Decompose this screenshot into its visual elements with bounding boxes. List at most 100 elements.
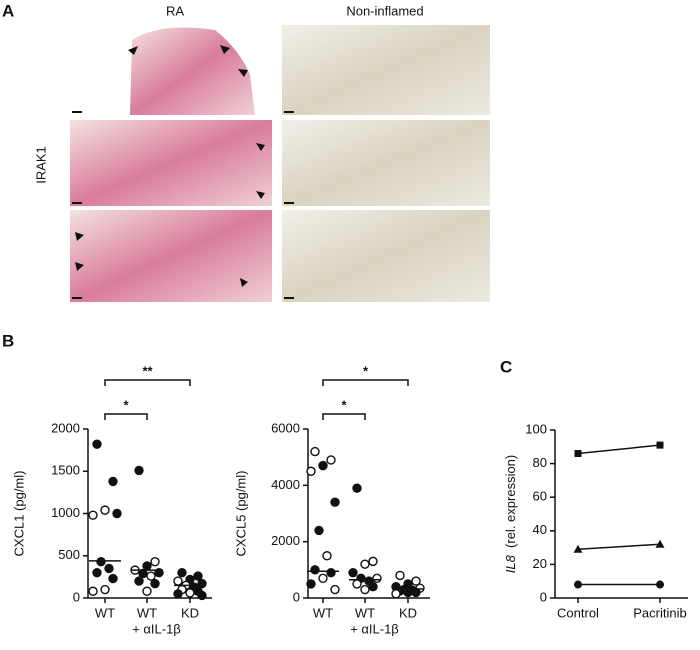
data-point — [391, 589, 401, 599]
data-point — [146, 571, 156, 581]
data-point — [150, 556, 160, 567]
column-label: Non-inflamed — [346, 3, 423, 18]
tissue — [70, 120, 272, 206]
data-point — [306, 579, 316, 589]
data-point — [193, 571, 203, 581]
y-tick-label: 2000 — [271, 533, 300, 548]
data-point — [134, 465, 144, 476]
panel-letter: A — [2, 1, 14, 20]
y-axis-label-gene: IL8 — [503, 554, 518, 573]
data-point — [360, 559, 370, 569]
y-tick-label: 6000 — [271, 420, 300, 435]
data-point — [318, 573, 328, 583]
y-axis-label-unit: (rel. expression) — [503, 455, 518, 548]
data-point — [326, 567, 336, 578]
data-point — [92, 567, 102, 578]
tissue — [282, 210, 490, 302]
y-tick-label: 1000 — [51, 505, 80, 520]
x-sublabel: + αIL-1β — [350, 621, 399, 636]
data-point — [100, 505, 110, 515]
data-point — [197, 590, 207, 601]
panel-letter: B — [2, 331, 14, 350]
histology-images — [70, 25, 490, 302]
y-axis-label: CXCL1 (pg/ml) — [11, 471, 26, 557]
data-point — [372, 573, 382, 583]
x-tick-label: Pacritinib — [633, 605, 686, 620]
significance-bracket — [322, 379, 409, 386]
x-tick-label: KD — [399, 605, 417, 620]
y-tick-label: 40 — [533, 522, 547, 537]
data-point — [360, 584, 370, 595]
y-tick-label: 20 — [533, 556, 547, 571]
data-point — [177, 567, 187, 578]
x-sublabel: + αIL-1β — [132, 621, 181, 636]
data-point — [348, 567, 358, 578]
data-point — [108, 573, 118, 584]
data-point — [173, 589, 183, 599]
tissue — [70, 210, 272, 302]
significance-label: ** — [142, 363, 153, 378]
significance-bracket — [322, 413, 366, 420]
data-point — [352, 483, 362, 493]
data-point — [368, 556, 378, 567]
x-tick-label: KD — [181, 605, 199, 620]
significance-label: * — [363, 363, 369, 378]
y-tick-label: 80 — [533, 455, 547, 470]
data-point — [352, 579, 362, 589]
data-point — [197, 578, 207, 589]
y-tick-label: 100 — [525, 421, 547, 436]
row-label: IRAK1 — [33, 146, 48, 184]
data-point — [92, 439, 102, 449]
marker — [574, 450, 582, 458]
data-point — [395, 570, 405, 581]
x-tick-label: WT — [355, 605, 375, 620]
y-axis-label: IL8 (rel. expression) — [503, 455, 518, 574]
data-point — [314, 525, 324, 536]
y-tick-label: 0 — [540, 589, 547, 604]
tissue — [282, 120, 490, 206]
significance-bracket — [104, 379, 191, 386]
y-tick-label: 0 — [293, 589, 300, 604]
data-point — [411, 576, 421, 586]
data-point — [330, 584, 340, 595]
column-label: RA — [166, 3, 184, 18]
data-point — [368, 582, 378, 592]
series-line — [577, 543, 661, 551]
y-tick-label: 1500 — [51, 463, 80, 478]
data-point — [100, 584, 110, 595]
data-point — [306, 466, 316, 476]
data-point — [112, 508, 122, 519]
data-point — [96, 556, 106, 567]
x-tick-label: WT — [137, 605, 157, 620]
data-point — [322, 551, 332, 561]
y-tick-label: 4000 — [271, 477, 300, 492]
y-tick-label: 500 — [58, 547, 80, 562]
series-line — [577, 444, 661, 455]
data-point — [104, 563, 114, 574]
data-point — [142, 561, 152, 571]
y-axis-label: CXCL5 (pg/ml) — [233, 471, 248, 557]
marker — [656, 580, 664, 589]
significance-label: * — [341, 397, 347, 412]
marker — [656, 441, 664, 449]
significance-label: * — [123, 397, 129, 412]
x-tick-label: Control — [557, 605, 599, 620]
data-point — [185, 588, 195, 598]
data-point — [310, 446, 320, 457]
panel-letter: C — [500, 357, 512, 376]
data-point — [326, 455, 336, 465]
y-tick-label: 2000 — [51, 420, 80, 435]
data-point — [88, 586, 98, 596]
data-point — [318, 460, 328, 471]
data-point — [142, 586, 152, 596]
tissue — [282, 25, 490, 115]
x-tick-label: WT — [95, 605, 115, 620]
marker — [655, 539, 665, 548]
marker — [573, 544, 583, 553]
y-tick-label: 60 — [533, 489, 547, 504]
y-tick-label: 0 — [73, 589, 80, 604]
marker — [574, 580, 582, 589]
significance-bracket — [104, 413, 148, 420]
x-tick-label: WT — [313, 605, 333, 620]
